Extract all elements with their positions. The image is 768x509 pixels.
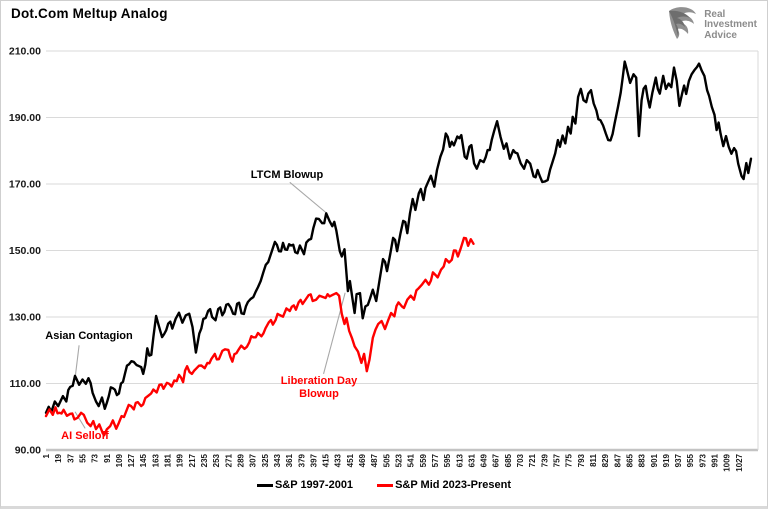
svg-text:90.00: 90.00 — [15, 445, 41, 457]
legend-item-sp-mid-2023-present: S&P Mid 2023-Present — [377, 479, 511, 491]
svg-text:811: 811 — [589, 453, 598, 466]
svg-text:73: 73 — [91, 453, 100, 462]
svg-text:210.00: 210.00 — [9, 46, 41, 58]
svg-text:433: 433 — [334, 453, 343, 467]
svg-text:577: 577 — [431, 453, 440, 467]
svg-text:613: 613 — [455, 453, 464, 467]
svg-text:235: 235 — [200, 453, 209, 467]
svg-text:721: 721 — [528, 453, 537, 467]
svg-text:55: 55 — [78, 453, 87, 462]
annotation-ltcm-blowup: LTCM Blowup — [250, 169, 324, 181]
svg-text:379: 379 — [297, 453, 306, 467]
svg-text:325: 325 — [261, 453, 270, 467]
svg-text:415: 415 — [322, 453, 331, 467]
svg-text:271: 271 — [224, 453, 233, 467]
legend-label: S&P Mid 2023-Present — [395, 479, 512, 491]
ria-logo: Real Investment Advice — [666, 6, 757, 45]
svg-text:631: 631 — [467, 453, 476, 467]
svg-text:130.00: 130.00 — [9, 312, 41, 324]
svg-text:1009: 1009 — [723, 453, 732, 471]
svg-text:523: 523 — [395, 453, 404, 467]
logo-line-3: Advice — [704, 29, 737, 41]
svg-text:973: 973 — [698, 453, 707, 467]
svg-text:919: 919 — [662, 453, 671, 467]
svg-text:109: 109 — [115, 453, 124, 467]
svg-text:829: 829 — [601, 453, 610, 467]
svg-text:19: 19 — [54, 453, 63, 462]
svg-text:667: 667 — [492, 453, 501, 467]
svg-text:37: 37 — [66, 453, 75, 462]
svg-text:91: 91 — [103, 453, 112, 462]
svg-text:793: 793 — [577, 453, 586, 467]
svg-text:343: 343 — [273, 453, 282, 467]
svg-text:190.00: 190.00 — [9, 112, 41, 124]
svg-text:150.00: 150.00 — [9, 245, 41, 257]
svg-text:865: 865 — [625, 453, 634, 467]
svg-text:170.00: 170.00 — [9, 179, 41, 191]
annotation-asian-contagion: Asian Contagion — [45, 330, 133, 342]
svg-text:110.00: 110.00 — [9, 378, 41, 390]
svg-text:901: 901 — [650, 453, 659, 467]
legend-item-sp-1997-2001: S&P 1997-2001 — [256, 479, 354, 491]
annotation-liberation-day-blowup: Liberation Day Blowup — [280, 375, 358, 400]
logo-line-1: Real — [704, 8, 726, 20]
svg-text:397: 397 — [309, 453, 318, 467]
svg-text:217: 217 — [188, 453, 197, 467]
svg-text:181: 181 — [164, 453, 173, 467]
legend-swatch-black — [256, 483, 273, 487]
logo-line-2: Investment — [704, 19, 757, 31]
chart-legend: S&P 1997-2001 S&P Mid 2023-Present — [1, 479, 767, 491]
svg-text:649: 649 — [480, 453, 489, 467]
svg-text:307: 307 — [249, 453, 258, 467]
svg-text:541: 541 — [407, 453, 416, 467]
svg-text:163: 163 — [151, 453, 160, 467]
svg-text:991: 991 — [711, 453, 720, 467]
svg-text:559: 559 — [419, 453, 428, 467]
svg-text:289: 289 — [236, 453, 245, 467]
svg-text:955: 955 — [686, 453, 695, 467]
svg-text:127: 127 — [127, 453, 136, 467]
svg-text:937: 937 — [674, 453, 683, 467]
svg-text:1: 1 — [42, 453, 51, 458]
annotation-ai-selloff: AI Selloff — [61, 430, 109, 442]
svg-text:487: 487 — [370, 453, 379, 467]
eagle-icon — [666, 6, 698, 45]
svg-text:685: 685 — [504, 453, 513, 467]
svg-text:469: 469 — [358, 453, 367, 467]
svg-text:505: 505 — [382, 453, 391, 467]
legend-swatch-red — [377, 483, 394, 487]
svg-text:775: 775 — [565, 453, 574, 467]
page-title: Dot.Com Meltup Analog — [11, 6, 168, 21]
svg-text:451: 451 — [346, 453, 355, 467]
svg-text:253: 253 — [212, 453, 221, 467]
svg-text:883: 883 — [638, 453, 647, 467]
svg-text:199: 199 — [176, 453, 185, 467]
svg-text:847: 847 — [613, 453, 622, 467]
svg-text:703: 703 — [516, 453, 525, 467]
legend-label: S&P 1997-2001 — [274, 479, 354, 491]
svg-text:361: 361 — [285, 453, 294, 467]
svg-text:145: 145 — [139, 453, 148, 467]
logo-wordmark: Real Investment Advice — [704, 8, 757, 42]
svg-text:739: 739 — [540, 453, 549, 467]
svg-text:1027: 1027 — [735, 453, 744, 471]
svg-text:757: 757 — [553, 453, 562, 467]
svg-text:595: 595 — [443, 453, 452, 467]
